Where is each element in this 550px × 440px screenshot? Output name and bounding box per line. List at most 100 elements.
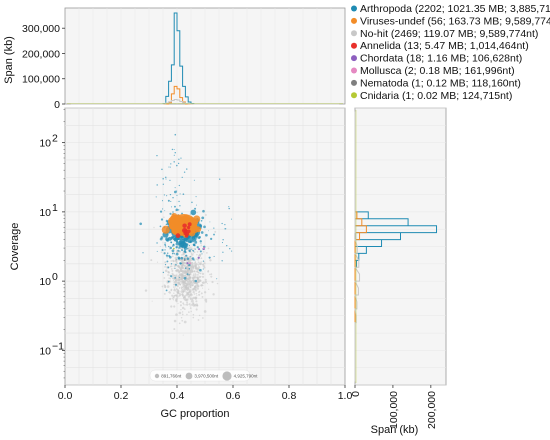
point-arthropoda	[177, 249, 179, 252]
point-arthropoda	[230, 218, 232, 220]
point-no-hit	[173, 264, 176, 268]
main-grid	[65, 107, 345, 386]
point-no-hit	[160, 251, 163, 254]
point-arthropoda	[165, 237, 169, 241]
point-arthropoda	[168, 245, 170, 248]
point-no-hit	[180, 272, 182, 275]
point-no-hit	[186, 289, 188, 292]
point-no-hit	[150, 259, 153, 262]
point-no-hit	[191, 294, 193, 296]
point-no-hit	[181, 313, 184, 316]
point-no-hit	[189, 276, 192, 279]
point-no-hit	[192, 302, 195, 305]
y-tick-label: 10 2	[39, 133, 58, 150]
point-arthropoda	[225, 228, 227, 230]
point-arthropoda	[182, 193, 185, 195]
point-no-hit	[182, 294, 184, 297]
point-no-hit	[181, 271, 184, 273]
point-arthropoda	[199, 250, 202, 253]
point-nematoda	[183, 259, 186, 262]
point-no-hit	[192, 290, 195, 294]
size-legend-label: 4,925,790nt	[234, 374, 259, 379]
point-arthropoda	[198, 236, 201, 239]
point-arthropoda	[165, 289, 168, 292]
point-arthropoda	[189, 256, 191, 258]
point-no-hit	[185, 291, 187, 293]
point-no-hit	[197, 281, 199, 284]
point-arthropoda	[171, 148, 174, 151]
point-arthropoda	[200, 231, 204, 234]
point-arthropoda	[177, 256, 181, 260]
point-no-hit	[184, 304, 186, 306]
point-no-hit	[177, 265, 180, 268]
point-no-hit	[191, 263, 194, 266]
point-no-hit	[186, 313, 188, 316]
legend-marker-chordata	[351, 55, 357, 62]
point-no-hit	[184, 256, 187, 259]
point-no-hit	[182, 334, 184, 336]
point-no-hit	[201, 295, 204, 298]
point-no-hit	[197, 258, 200, 261]
point-no-hit	[164, 269, 168, 273]
point-no-hit	[172, 280, 175, 282]
point-no-hit	[191, 283, 194, 287]
point-no-hit	[196, 254, 198, 256]
point-no-hit	[163, 277, 166, 279]
point-no-hit	[187, 298, 189, 300]
point-arthropoda	[155, 196, 157, 198]
point-no-hit	[172, 277, 175, 280]
point-arthropoda	[173, 149, 175, 151]
legend-marker-viruses-undef	[351, 17, 357, 24]
legend-marker-no-hit	[351, 30, 357, 37]
point-no-hit	[189, 305, 191, 307]
point-no-hit	[181, 319, 184, 322]
point-no-hit	[195, 300, 198, 303]
point-no-hit	[169, 291, 171, 293]
y-tick-exponent: −1	[52, 340, 64, 352]
point-no-hit	[206, 252, 208, 254]
point-arthropoda	[139, 222, 142, 226]
point-chordata	[186, 262, 189, 265]
legend-marker-cnidaria	[351, 92, 357, 99]
point-no-hit	[199, 256, 201, 258]
point-no-hit	[180, 290, 183, 293]
point-no-hit	[196, 306, 198, 308]
point-no-hit	[203, 262, 206, 265]
point-no-hit	[201, 284, 204, 287]
point-no-hit	[180, 309, 182, 311]
point-no-hit	[172, 299, 175, 301]
point-arthropoda	[163, 194, 165, 196]
point-no-hit	[168, 291, 170, 293]
point-no-hit	[174, 294, 176, 297]
legend-marker-nematoda	[351, 79, 357, 86]
point-no-hit	[186, 287, 188, 289]
point-no-hit	[194, 261, 197, 263]
point-no-hit	[200, 276, 202, 278]
point-no-hit	[198, 293, 201, 296]
point-arthropoda	[226, 245, 228, 247]
point-no-hit	[197, 264, 200, 266]
point-no-hit	[198, 254, 200, 257]
point-no-hit	[183, 264, 186, 268]
y-tick-label: 10 0	[39, 271, 58, 288]
point-no-hit	[173, 292, 175, 294]
point-arthropoda	[195, 248, 196, 250]
point-arthropoda	[167, 280, 170, 283]
point-arthropoda	[200, 242, 202, 244]
legend: Arthropoda (2202; 1021.35 MB; 3,885,714n…	[351, 3, 550, 102]
point-no-hit	[174, 274, 177, 277]
point-no-hit	[180, 266, 184, 270]
point-no-hit	[212, 293, 215, 296]
point-no-hit	[178, 277, 182, 281]
point-arthropoda	[180, 256, 184, 260]
point-arthropoda	[194, 207, 197, 210]
point-arthropoda	[177, 162, 180, 165]
point-arthropoda	[199, 268, 202, 272]
point-arthropoda	[165, 247, 167, 249]
point-arthropoda	[162, 271, 165, 274]
point-arthropoda	[170, 263, 173, 265]
point-no-hit	[176, 295, 179, 298]
point-no-hit	[208, 288, 210, 290]
point-no-hit	[175, 269, 179, 273]
point-arthropoda	[179, 205, 181, 207]
